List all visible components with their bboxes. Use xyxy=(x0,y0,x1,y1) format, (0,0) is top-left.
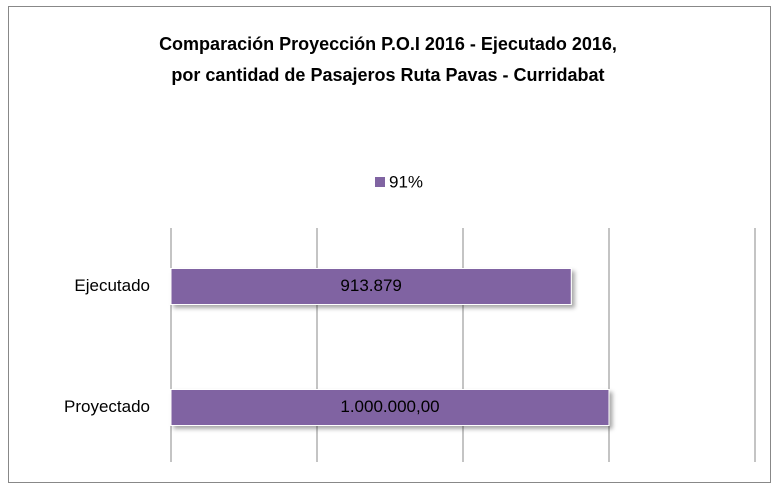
data-label: 1.000.000,00 xyxy=(340,397,439,416)
legend-label: 91% xyxy=(389,172,423,191)
chart-title: por cantidad de Pasajeros Ruta Pavas - C… xyxy=(171,65,604,85)
bar xyxy=(170,268,572,305)
legend-swatch xyxy=(375,177,385,187)
y-tick-label: Proyectado xyxy=(64,397,150,416)
y-tick-label: Ejecutado xyxy=(74,276,150,295)
data-label: 913.879 xyxy=(340,276,401,295)
bar xyxy=(170,389,610,426)
chart-title: Comparación Proyección P.O.I 2016 - Ejec… xyxy=(159,34,617,54)
